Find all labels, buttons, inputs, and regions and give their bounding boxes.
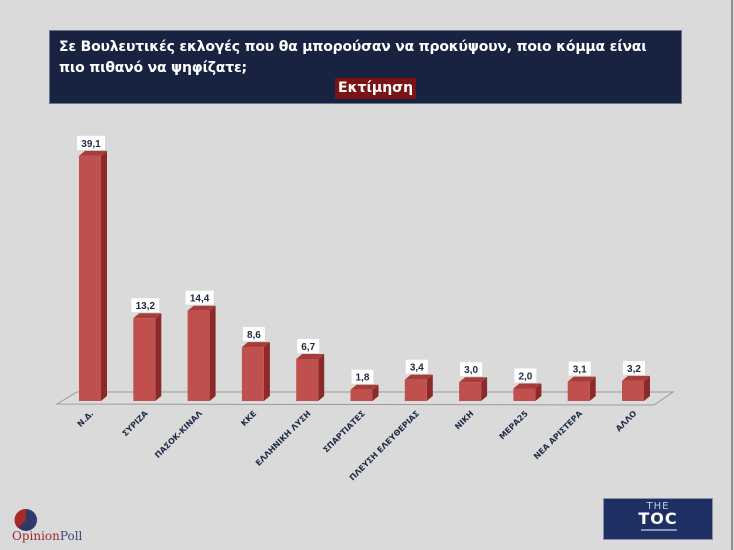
value-label: 3,2 — [627, 364, 641, 375]
value-label: 8,6 — [247, 330, 261, 341]
bar: 3,4 — [404, 359, 433, 401]
value-label: 3,4 — [410, 363, 424, 374]
toc-main-text: TOC — [638, 509, 678, 528]
value-label-box — [297, 338, 320, 353]
category-label: ΜΕΡΑ25 — [498, 409, 531, 442]
value-label: 3,0 — [464, 365, 478, 376]
value-label-box — [77, 135, 105, 150]
bar: 13,2 — [131, 298, 162, 401]
value-label: 13,2 — [136, 301, 156, 312]
bar: 2,0 — [513, 368, 542, 401]
bar: 1,8 — [350, 369, 379, 401]
bar: 6,7 — [296, 338, 325, 401]
estimate-badge: Εκτίμηση — [335, 78, 417, 99]
chart-title: Σε Βουλευτικές εκλογές που θα μπορούσαν … — [59, 39, 647, 76]
bar: 3,0 — [459, 362, 488, 401]
value-label-box — [514, 368, 537, 383]
value-label-box — [242, 327, 265, 342]
opinion-poll-logo-icon — [14, 508, 38, 536]
bar: 8,6 — [241, 327, 270, 401]
value-label-box — [623, 360, 645, 375]
value-label: 3,1 — [573, 365, 587, 376]
logo-text-poll: Poll — [59, 529, 83, 543]
bar: 3,2 — [622, 360, 650, 401]
category-label: ΑΛΛΟ — [614, 409, 638, 433]
right-edge-border — [731, 0, 733, 550]
the-toc-logo: THE TOC — [603, 498, 713, 540]
bar: 14,4 — [185, 290, 216, 401]
category-label: ΣΠΑΡΤΙΑΤΕΣ — [321, 409, 366, 454]
category-label: ΝΕΑ ΑΡΙΣΤΕΡΑ — [532, 408, 585, 461]
category-label: Ν.Δ. — [76, 409, 96, 429]
category-label: ΝΙΚΗ — [453, 409, 475, 431]
value-label: 2,0 — [518, 371, 532, 382]
value-label-box — [460, 362, 483, 377]
category-label: ΣΥΡΙΖΑ — [121, 408, 151, 438]
category-label: ΠΑΣΟΚ-ΚΙΝΑΛ — [153, 408, 204, 459]
bar: 3,1 — [567, 361, 596, 401]
value-label-box — [131, 298, 160, 313]
chart-header: Σε Βουλευτικές εκλογές που θα μπορούσαν … — [49, 30, 682, 104]
value-label-box — [185, 290, 214, 305]
value-label-box — [351, 369, 374, 384]
bar: 39,1 — [77, 135, 107, 401]
toc-underline — [641, 529, 677, 531]
opinion-poll-logo: OpinionPoll — [12, 529, 82, 543]
bars-group: 39,1 13,2 14,4 8,6 6,7 1,8 3,4 3,0 2,0 3,1 3,2 — [77, 135, 650, 401]
category-label: ΚΚΕ — [239, 409, 258, 428]
value-label: 14,4 — [190, 294, 210, 305]
value-label-box — [568, 361, 591, 376]
value-label: 1,8 — [356, 373, 370, 384]
value-label-box — [405, 359, 428, 374]
category-label: ΕΛΛΗΝΙΚΗ ΛΥΣΗ — [254, 409, 313, 468]
value-label: 39,1 — [81, 139, 101, 150]
logo-text-opinion: Opinion — [12, 529, 60, 543]
value-label: 6,7 — [301, 342, 315, 353]
toc-the-text: THE — [646, 501, 670, 512]
